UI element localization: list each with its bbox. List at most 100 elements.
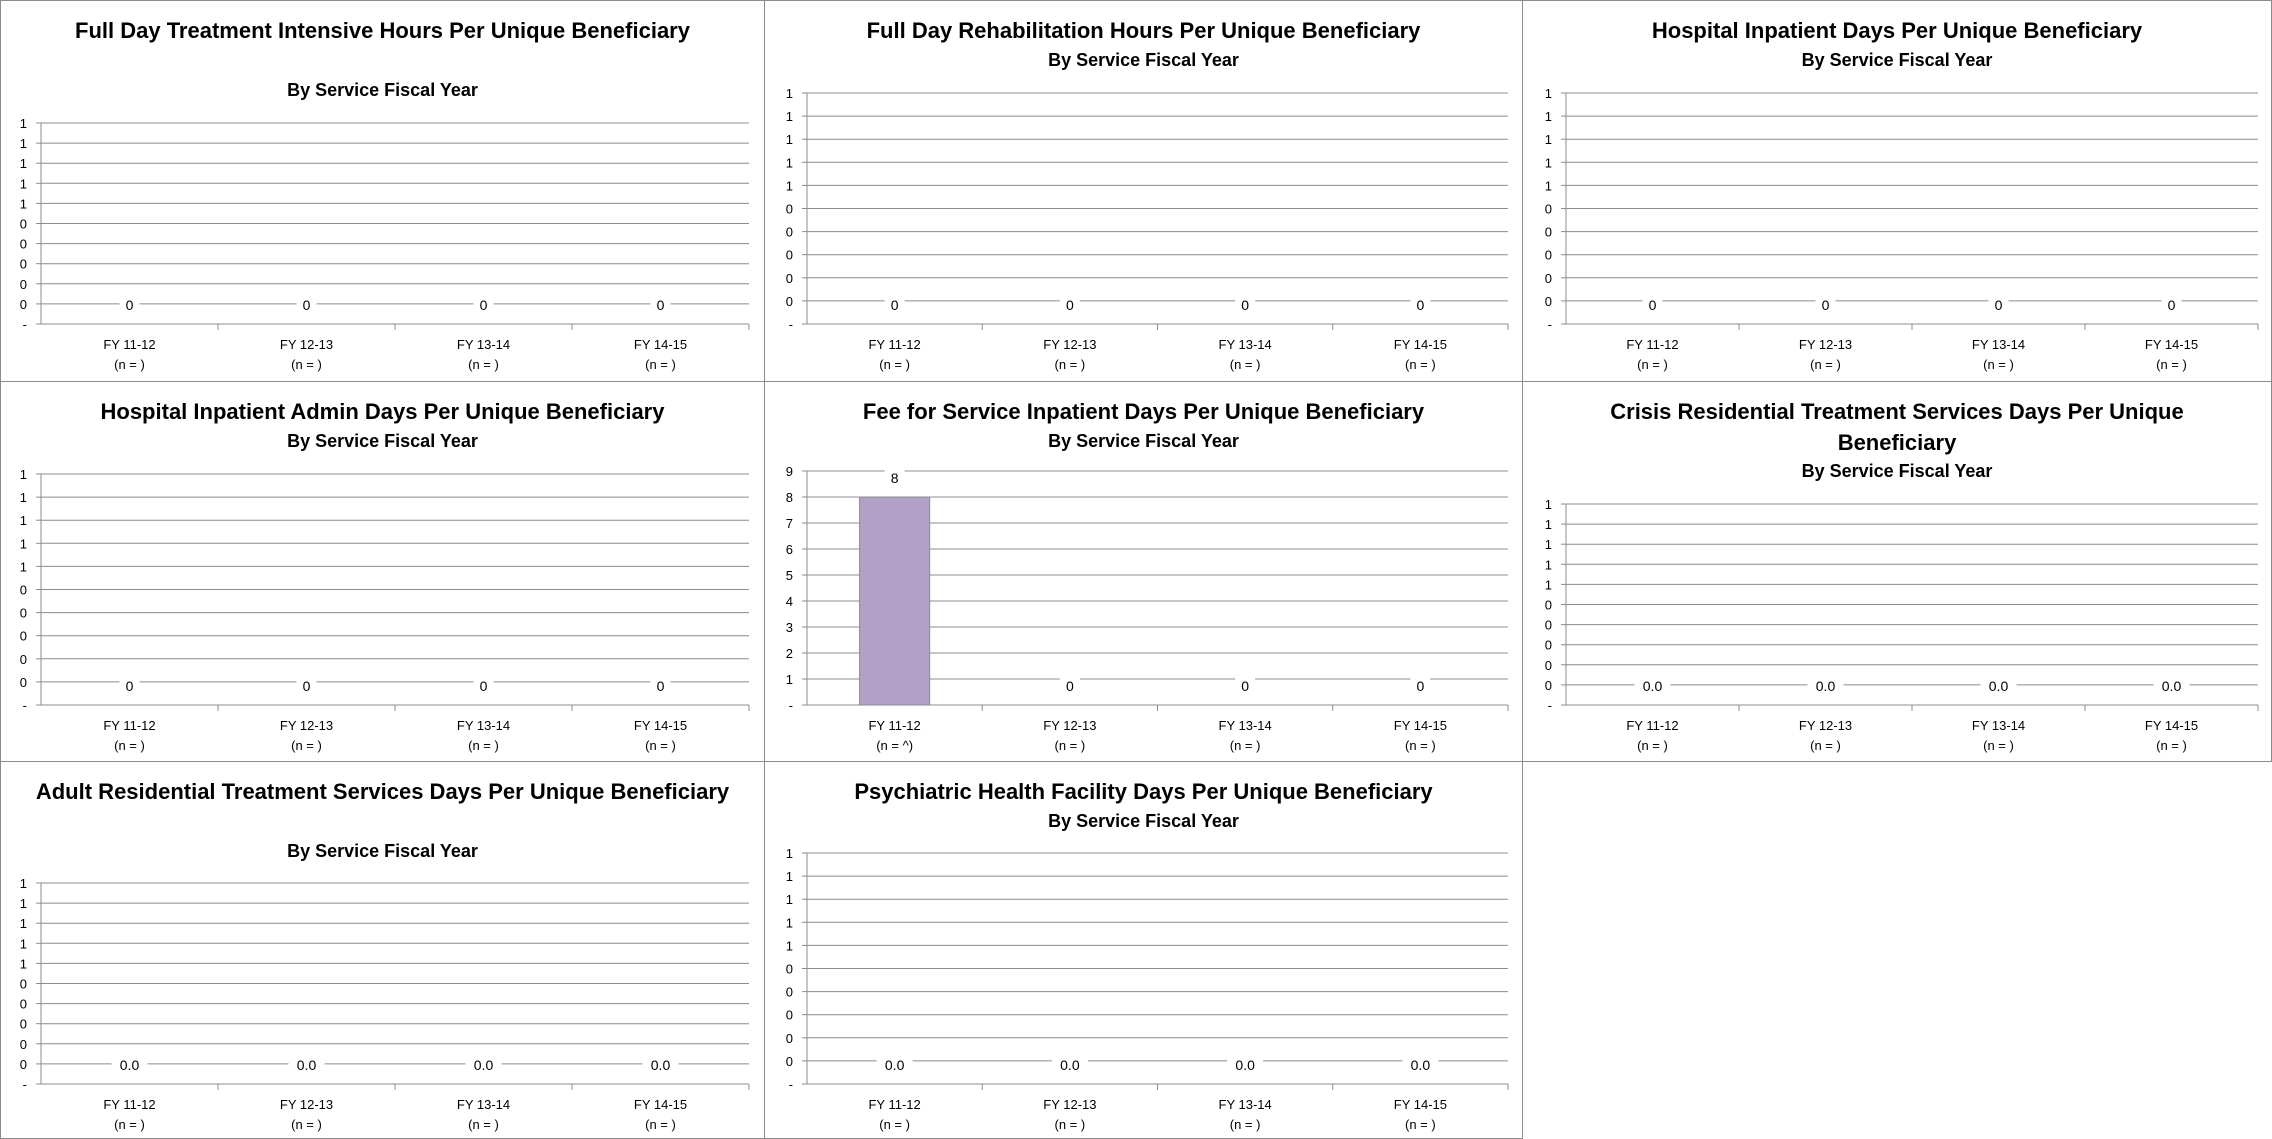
chart-plot-area: - 0 0 0 0 0 1 1 1 1 1 0.0 FY 11-12 (n = ) 0.0 FY 12-13 (… [786, 846, 1509, 1132]
x-n-label: (n = ) [1230, 357, 1261, 372]
x-category-label: FY 11-12 [103, 718, 155, 733]
chart-title: Crisis Residential Treatment Services Da… [1610, 399, 2184, 455]
x-n-label: (n = ) [291, 357, 322, 372]
x-category-label: FY 11-12 [868, 718, 920, 733]
chart-subtitle: By Service Fiscal Year [287, 80, 478, 100]
y-tick-label: 1 [20, 956, 27, 971]
data-label-background [884, 470, 905, 488]
data-label-background [1227, 1057, 1264, 1075]
data-label-background [119, 297, 140, 315]
chart-panel-full-day-rehabilitation: Full Day Rehabilitation Hours Per Unique… [764, 0, 1523, 382]
x-category-label: FY 12-13 [1799, 337, 1852, 352]
y-tick-label: 1 [1545, 497, 1552, 512]
x-n-label: (n = ) [2156, 357, 2187, 372]
x-category-label: FY 12-13 [1043, 718, 1096, 733]
y-tick-label: 0 [786, 985, 793, 1000]
x-n-label: (n = ) [291, 738, 322, 753]
y-tick-label: - [789, 698, 793, 713]
y-tick-label: 0 [786, 962, 793, 977]
chart-panel-psychiatric-health-facility: Psychiatric Health Facility Days Per Uni… [764, 761, 1523, 1139]
y-tick-label: 1 [786, 86, 793, 101]
x-category-label: FY 14-15 [1394, 1097, 1447, 1112]
data-label-background [1051, 1057, 1088, 1075]
y-tick-label: 0 [1545, 294, 1552, 309]
chart-title: Full Day Treatment Intensive Hours Per U… [75, 18, 690, 43]
x-category-label: FY 12-13 [280, 337, 333, 352]
y-tick-label: 0 [1545, 678, 1552, 693]
y-tick-label: 0 [1545, 248, 1552, 263]
data-label: 0.0 [120, 1057, 140, 1073]
y-tick-label: 1 [786, 892, 793, 907]
y-tick-label: 1 [1545, 537, 1552, 552]
x-category-label: FY 12-13 [1799, 718, 1852, 733]
x-n-label: (n = ^) [876, 738, 913, 753]
y-tick-label: 0 [1545, 598, 1552, 613]
y-tick-label: 8 [786, 490, 793, 505]
y-tick-label: 1 [1545, 178, 1552, 193]
y-tick-label: 0 [20, 277, 27, 292]
data-label-background [296, 297, 317, 315]
chart-subtitle: By Service Fiscal Year [1048, 431, 1239, 451]
data-label-background [1815, 297, 1836, 315]
y-tick-label: 1 [1545, 557, 1552, 572]
y-tick-label: 0 [1545, 638, 1552, 653]
y-tick-label: 0 [786, 1008, 793, 1023]
x-n-label: (n = ) [114, 1117, 145, 1132]
x-n-label: (n = ) [114, 738, 145, 753]
data-label: 0 [126, 678, 134, 694]
y-tick-label: 4 [786, 594, 793, 609]
data-label: 0.0 [1411, 1057, 1431, 1073]
chart-subtitle: By Service Fiscal Year [1048, 50, 1239, 70]
y-tick-label: 1 [1545, 109, 1552, 124]
x-category-label: FY 13-14 [457, 337, 510, 352]
data-label-background [1235, 297, 1256, 315]
y-tick-label: 1 [20, 176, 27, 191]
x-n-label: (n = ) [1983, 357, 2014, 372]
data-label: 0 [657, 297, 665, 313]
y-tick-label: 1 [20, 136, 27, 151]
data-label-background [465, 1057, 502, 1075]
y-tick-label: 1 [786, 155, 793, 170]
data-label-background [1402, 1057, 1439, 1075]
data-label: 0 [126, 297, 134, 313]
y-tick-label: 0 [20, 606, 27, 621]
data-label-background [650, 297, 671, 315]
y-tick-label: 1 [20, 876, 27, 891]
data-label: 0 [1649, 297, 1657, 313]
x-n-label: (n = ) [1230, 738, 1261, 753]
x-category-label: FY 14-15 [634, 337, 687, 352]
y-tick-label: 0 [786, 225, 793, 240]
y-tick-label: 1 [1545, 517, 1552, 532]
y-tick-label: 6 [786, 542, 793, 557]
y-tick-label: 1 [20, 536, 27, 551]
y-tick-label: 1 [20, 936, 27, 951]
chart-title: Fee for Service Inpatient Days Per Uniqu… [862, 399, 1425, 424]
data-label: 0.0 [297, 1057, 317, 1073]
data-label: 0.0 [474, 1057, 494, 1073]
x-category-label: FY 12-13 [280, 718, 333, 733]
x-n-label: (n = ) [645, 738, 676, 753]
y-tick-label: 1 [786, 109, 793, 124]
x-category-label: FY 11-12 [868, 337, 920, 352]
y-tick-label: 1 [1545, 155, 1552, 170]
data-label-background [296, 678, 317, 696]
chart-plot-area: - 0 0 0 0 0 1 1 1 1 1 0 FY 11-12 (n = ) 0 FY 12-13 (n = … [1545, 86, 2259, 372]
x-n-label: (n = ) [1055, 357, 1086, 372]
data-label: 0 [303, 297, 311, 313]
y-tick-label: 1 [20, 513, 27, 528]
x-n-label: (n = ) [1810, 357, 1841, 372]
bar [859, 496, 931, 706]
y-tick-label: 7 [786, 516, 793, 531]
data-label: 0 [1241, 678, 1249, 694]
x-n-label: (n = ) [1405, 357, 1436, 372]
data-label-background [111, 1057, 148, 1075]
data-label: 0 [1241, 297, 1249, 313]
x-category-label: FY 14-15 [2145, 337, 2198, 352]
y-tick-label: 1 [20, 490, 27, 505]
data-label: 0 [480, 297, 488, 313]
y-tick-label: 0 [1545, 202, 1552, 217]
x-n-label: (n = ) [1637, 357, 1668, 372]
x-category-label: FY 13-14 [1972, 337, 2025, 352]
x-category-label: FY 13-14 [1219, 337, 1272, 352]
chart-subtitle: By Service Fiscal Year [287, 431, 478, 451]
